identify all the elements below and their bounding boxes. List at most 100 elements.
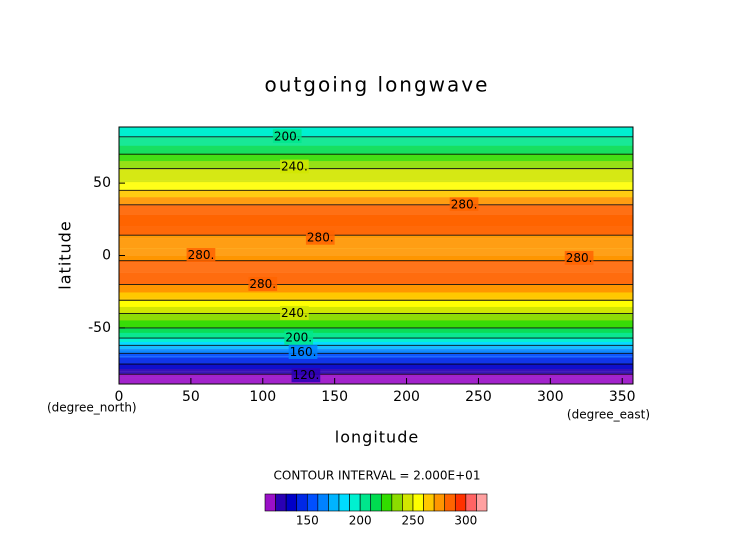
field-row xyxy=(119,194,633,195)
field-row xyxy=(119,320,633,321)
field-row xyxy=(119,180,633,181)
field-row xyxy=(119,157,633,158)
colorbar-box xyxy=(350,494,361,511)
field-row xyxy=(119,268,633,269)
x-tick-label: 0 xyxy=(115,389,124,405)
field-row xyxy=(119,295,633,296)
field-row xyxy=(119,219,633,220)
field-row xyxy=(119,141,633,142)
field-row xyxy=(119,329,633,330)
field-row xyxy=(119,362,633,363)
field-row xyxy=(119,238,633,239)
field-row xyxy=(119,302,633,303)
colorbar-tick-label: 250 xyxy=(402,514,425,528)
field-row xyxy=(119,340,633,341)
field-row xyxy=(119,263,633,264)
field-row xyxy=(119,195,633,196)
field-row xyxy=(119,206,633,207)
field-row xyxy=(119,349,633,350)
field-row xyxy=(119,231,633,232)
field-row xyxy=(119,214,633,215)
field-row xyxy=(119,380,633,381)
field-row xyxy=(119,289,633,290)
field-row xyxy=(119,331,633,332)
x-tick-label: 150 xyxy=(321,389,348,405)
x-tick-label: 350 xyxy=(609,389,636,405)
field-row xyxy=(119,271,633,272)
field-row xyxy=(119,179,633,180)
field-row xyxy=(119,343,633,344)
colorbar-box xyxy=(402,494,413,511)
field-row xyxy=(119,381,633,382)
field-row xyxy=(119,220,633,221)
field-row xyxy=(119,372,633,373)
x-unit: (degree_east) xyxy=(567,408,650,422)
field-row xyxy=(119,200,633,201)
contour-label: 280. xyxy=(249,277,276,291)
field-row xyxy=(119,197,633,198)
field-row xyxy=(119,355,633,356)
field-row xyxy=(119,217,633,218)
colorbar-box xyxy=(424,494,435,511)
field-row xyxy=(119,285,633,286)
field-row xyxy=(119,236,633,237)
colorbar-box xyxy=(413,494,424,511)
field-row xyxy=(119,212,633,213)
field-row xyxy=(119,330,633,331)
field-row xyxy=(119,203,633,204)
colorbar-box xyxy=(276,494,287,511)
contour-label: 200. xyxy=(274,129,301,143)
contour-label: 280. xyxy=(188,248,215,262)
colorbar-box xyxy=(371,494,382,511)
field-row xyxy=(119,307,633,308)
contour-interval: CONTOUR INTERVAL = 2.000E+01 xyxy=(274,469,481,483)
field-row xyxy=(119,148,633,149)
field-row xyxy=(119,322,633,323)
field-row xyxy=(119,366,633,367)
colorbar-box xyxy=(434,494,445,511)
field-row xyxy=(119,357,633,358)
field-row xyxy=(119,139,633,140)
field-row xyxy=(119,275,633,276)
field-row xyxy=(119,286,633,287)
colorbar-box xyxy=(392,494,403,511)
field-row xyxy=(119,130,633,131)
field-row xyxy=(119,375,633,376)
contour-label: 240. xyxy=(281,306,308,320)
colorbar-box xyxy=(328,494,339,511)
field-row xyxy=(119,360,633,361)
field-row xyxy=(119,356,633,357)
field-row xyxy=(119,324,633,325)
field-row xyxy=(119,371,633,372)
field-row xyxy=(119,182,633,183)
contour-label: 280. xyxy=(566,251,593,265)
field-row xyxy=(119,143,633,144)
field-row xyxy=(119,145,633,146)
field-row xyxy=(119,222,633,223)
field-row xyxy=(119,306,633,307)
field-row xyxy=(119,229,633,230)
contour-label: 160. xyxy=(290,345,317,359)
field-row xyxy=(119,198,633,199)
contour-label: 240. xyxy=(281,160,308,174)
field-row xyxy=(119,339,633,340)
field-row xyxy=(119,287,633,288)
field-row xyxy=(119,188,633,189)
field-row xyxy=(119,309,633,310)
field-row xyxy=(119,201,633,202)
field-row xyxy=(119,341,633,342)
colorbar-box xyxy=(297,494,308,511)
colorbar-box xyxy=(476,494,487,511)
field-row xyxy=(119,279,633,280)
colorbar-box xyxy=(339,494,350,511)
field-row xyxy=(119,335,633,336)
field-row xyxy=(119,227,633,228)
field-row xyxy=(119,281,633,282)
field-row xyxy=(119,365,633,366)
colorbar-tick-label: 200 xyxy=(349,514,372,528)
field-row xyxy=(119,166,633,167)
field-row xyxy=(119,216,633,217)
field-row xyxy=(119,131,633,132)
field-row xyxy=(119,196,633,197)
